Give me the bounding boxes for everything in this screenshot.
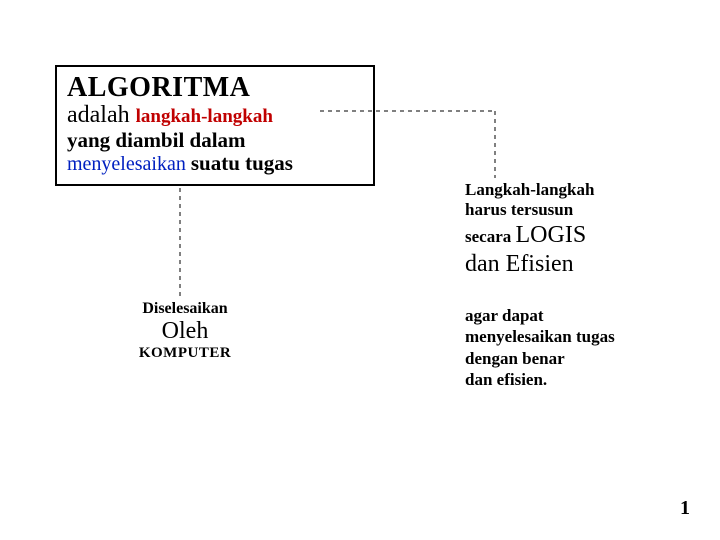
def-menyelesaikan: menyelesaikan — [67, 153, 186, 175]
def-langkah: langkah-langkah — [136, 106, 273, 127]
note-komputer-l2: Oleh — [95, 318, 275, 345]
note-agar-l4: dan efisien. — [465, 369, 685, 390]
note-logis-l3b: LOGIS — [516, 222, 587, 248]
page-number: 1 — [680, 497, 690, 520]
def-adalah: adalah — [67, 102, 130, 128]
title-algoritma: ALGORITMA — [67, 73, 363, 102]
note-logis-l3a: secara — [465, 227, 511, 246]
note-logis-l3: secara LOGIS — [465, 221, 675, 250]
definition-box: ALGORITMA adalah langkah-langkah yang di… — [55, 65, 375, 186]
def-line-2: adalah langkah-langkah — [67, 102, 363, 128]
note-logis-l4: dan Efisien — [465, 250, 675, 279]
note-agar-l3: dengan benar — [465, 348, 685, 369]
def-line-3: yang diambil dalam — [67, 129, 363, 151]
note-komputer-l1: Diselesaikan — [95, 300, 275, 318]
note-komputer-l3: KOMPUTER — [95, 345, 275, 362]
def-suatu-tugas: suatu tugas — [191, 151, 293, 175]
def-line-4: menyelesaikan suatu tugas — [67, 151, 363, 176]
note-komputer: Diselesaikan Oleh KOMPUTER — [95, 300, 275, 362]
note-agar-l2: menyelesaikan tugas — [465, 326, 685, 347]
note-logis-l1: Langkah-langkah — [465, 180, 675, 200]
note-logis-l2: harus tersusun — [465, 200, 675, 220]
note-logis: Langkah-langkah harus tersusun secara LO… — [465, 180, 675, 278]
note-agar-l1: agar dapat — [465, 305, 685, 326]
note-agar: agar dapat menyelesaikan tugas dengan be… — [465, 305, 685, 390]
